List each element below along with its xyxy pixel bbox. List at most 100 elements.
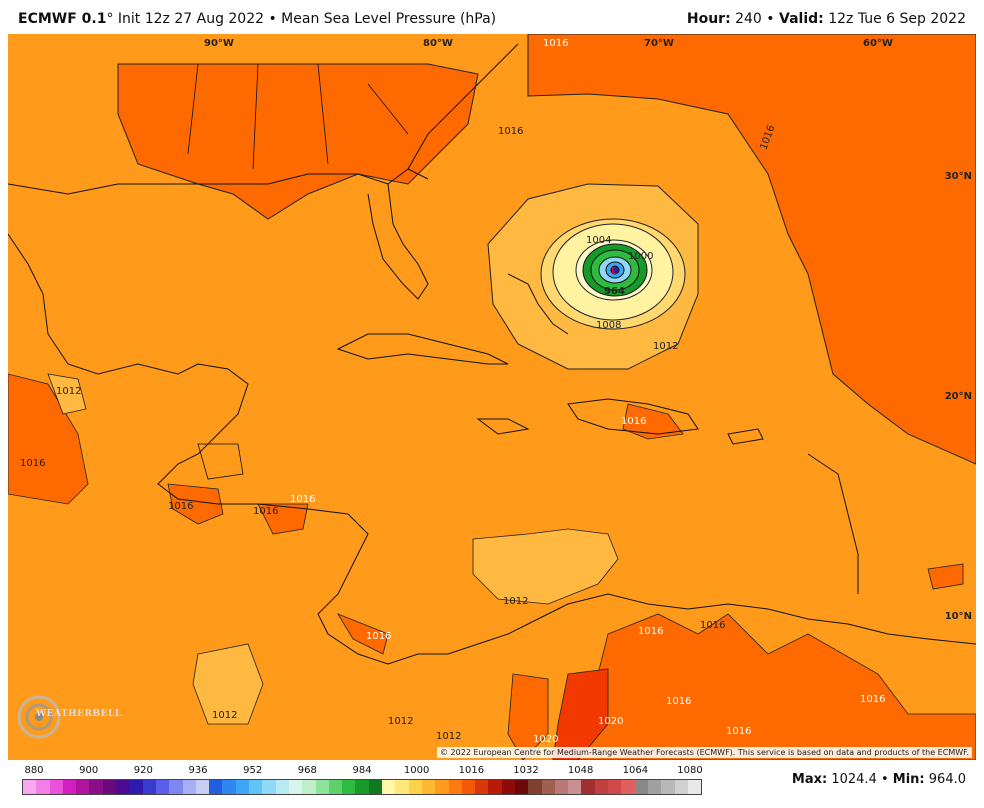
lat-label: 10°N — [944, 611, 972, 622]
state-borders — [187, 63, 409, 480]
contour-label: 1016 — [666, 696, 691, 707]
colorbar-swatch — [661, 780, 675, 794]
colorbar-ticks: 880 900 920 936 952 968 984 1000 1016 1032 1048 106… — [22, 765, 702, 777]
high-cell-central-america — [167, 483, 224, 525]
contour-label: 1012 — [653, 341, 678, 352]
contour-label: 1012 — [56, 386, 81, 397]
lat-label: 30°N — [944, 171, 972, 182]
storm-964-contour — [610, 265, 620, 275]
colorbar-swatch — [328, 780, 343, 794]
contour-label: 1020 — [598, 716, 623, 727]
colorbar-swatch — [647, 780, 662, 794]
contour-label: 1008 — [596, 320, 621, 331]
contour-label: 1016 — [168, 501, 193, 512]
contour-label: 964 — [604, 286, 625, 297]
contour-label: 1016 — [253, 506, 278, 517]
lon-label: 70°W — [644, 38, 674, 49]
contour-label: 1000 — [628, 251, 653, 262]
valid-label: Valid: — [779, 11, 824, 27]
colorbar-swatch — [142, 780, 156, 794]
colorbar-swatch — [315, 780, 329, 794]
colorbar-swatch — [488, 780, 502, 794]
weatherbell-logo: WEATHERBELL — [14, 692, 121, 742]
min-value: 964.0 — [924, 772, 966, 787]
logo-text: WEATHERBELL — [36, 709, 122, 719]
lon-label: 90°W — [204, 38, 234, 49]
high-cell-andes — [552, 668, 609, 760]
logo-swirl-icon — [17, 695, 61, 739]
low-panama-pacific — [192, 643, 264, 725]
colorbar-tick-label: 1080 — [677, 765, 703, 776]
colorbar-swatch — [355, 780, 369, 794]
colorbar-swatch — [222, 780, 236, 794]
colorbar-swatch — [541, 780, 555, 794]
high-cell-costa-rica — [337, 613, 389, 655]
map-header: ECMWF 0.1° Init 12z 27 Aug 2022 • Mean S… — [0, 0, 984, 34]
separator: • — [876, 772, 893, 787]
colorbar-swatch — [89, 780, 103, 794]
colorbar-tick-label: 984 — [352, 765, 372, 776]
colorbar-swatch — [461, 780, 476, 794]
map-title: ECMWF 0.1° Init 12z 27 Aug 2022 • Mean S… — [18, 11, 496, 27]
colorbar-swatch — [116, 780, 130, 794]
colorbar-swatch — [594, 780, 609, 794]
contour-label: 1016 — [20, 458, 45, 469]
contour-label: 1016 — [543, 38, 568, 49]
low-caribbean — [472, 528, 619, 605]
colorbar-swatch — [102, 780, 117, 794]
colorbar-swatch — [674, 780, 688, 794]
contour-labels: 1016 1016 1016 1016 1016 1016 1016 1016 … — [20, 38, 885, 745]
colorbar-tick-label: 936 — [188, 765, 208, 776]
high-pressure-us — [117, 63, 479, 220]
lon-label: 80°W — [423, 38, 453, 49]
contour-label: 1016 — [621, 416, 646, 427]
contour-label: 1016 — [638, 626, 663, 637]
min-label: Min: — [892, 772, 925, 787]
colorbar-swatch — [568, 780, 582, 794]
colorbar-tick-label: 1032 — [513, 765, 539, 776]
colorbar-tick-label: 920 — [133, 765, 153, 776]
high-pressure-atlantic — [527, 34, 976, 465]
contour-label: 1012 — [503, 596, 528, 607]
colorbar-swatch — [155, 780, 170, 794]
colorbar-swatch — [421, 780, 436, 794]
init-and-field: Init 12z 27 Aug 2022 • Mean Sea Level Pr… — [113, 11, 497, 27]
colorbar-swatch — [235, 780, 250, 794]
storm-center-symbol: L — [611, 266, 618, 277]
valid-time: Hour: 240 • Valid: 12z Tue 6 Sep 2022 — [687, 11, 966, 27]
colorbar-swatch — [169, 780, 183, 794]
colorbar-swatch — [528, 780, 542, 794]
colorbar-swatch — [501, 780, 515, 794]
colorbar-swatch — [129, 780, 143, 794]
colorbar-swatch — [634, 780, 648, 794]
max-label: Max: — [791, 772, 828, 787]
high-pressure-mexico — [8, 373, 89, 505]
colorbar-tick-label: 1016 — [458, 765, 485, 776]
colorbar-swatch — [23, 780, 37, 794]
colorbar-swatch — [448, 780, 462, 794]
colorbar-swatch — [581, 780, 595, 794]
colorbar-strip — [22, 779, 702, 795]
colorbar-swatch — [275, 780, 289, 794]
coastlines — [8, 43, 976, 665]
contour-label: 1012 — [388, 716, 413, 727]
colorbar-swatch — [514, 780, 529, 794]
max-value: 1024.4 — [827, 772, 877, 787]
degree-mark: ° — [106, 11, 114, 27]
hour-label: Hour: — [686, 11, 731, 27]
colorbar-swatch — [475, 780, 489, 794]
high-cell-hispaniola — [622, 403, 684, 440]
high-cell-east — [927, 563, 964, 590]
valid-value: 12z Tue 6 Sep 2022 — [823, 11, 966, 27]
contour-label: 1016 — [366, 631, 391, 642]
colorbar-swatch — [342, 780, 356, 794]
contour-label: 1016 — [726, 726, 751, 737]
contour-label: 1020 — [533, 734, 558, 745]
pressure-colorbar: 880 900 920 936 952 968 984 1000 1016 1032 1048 106… — [22, 765, 703, 795]
colorbar-swatch — [195, 780, 210, 794]
colorbar-swatch — [687, 780, 702, 794]
map-canvas: L 1016 1016 1016 1016 1016 — [8, 34, 976, 760]
colorbar-tick-label: 952 — [243, 765, 263, 776]
colorbar-swatch — [435, 780, 449, 794]
low-mexico — [47, 373, 87, 415]
